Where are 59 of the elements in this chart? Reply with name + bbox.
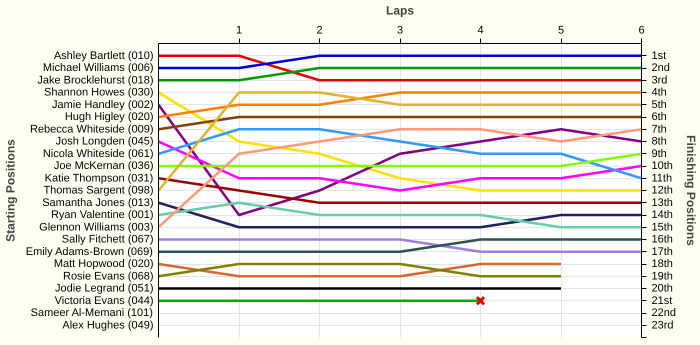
y-tick-label: 15th (652, 221, 673, 234)
series-label: Thomas Sargent (098) (43, 184, 154, 196)
y-tick-label: 13th (652, 196, 673, 209)
series-label: Jodie Legrand (051) (55, 282, 154, 294)
y-tick-label: 21st (652, 294, 672, 307)
series-label: Shannon Howes (030) (44, 86, 154, 98)
y-axis-title: Finishing Positions (684, 135, 698, 246)
x-tick-label: 2 (316, 24, 323, 36)
x-tick-label: 1 (236, 24, 242, 36)
y-tick-label: 20th (652, 282, 673, 294)
x-axis-title: Laps (386, 4, 414, 18)
series-label: Emily Adams-Brown (069) (26, 246, 153, 258)
y-tick-label: 11th (652, 172, 672, 184)
x-tick-label: 3 (396, 24, 404, 36)
y-tick-label: 4th (652, 86, 667, 98)
y-tick-label: 5th (652, 98, 667, 111)
series-label: Rosie Evans (068) (63, 270, 154, 282)
text: Alex Hughes (049) (62, 319, 154, 332)
line-series (158, 140, 642, 192)
series-label: Josh Longden (045) (56, 136, 154, 148)
series-label: Glennon Williams (003) (39, 221, 154, 234)
line-series (158, 91, 642, 192)
series-label: Michael Williams (006) (42, 62, 154, 74)
y-tick-label: 1st (652, 50, 666, 62)
y-tick-label: 12th (652, 184, 673, 196)
text: Sameer Al-Memani (101) (30, 307, 153, 319)
y-tick-label: 23rd (652, 319, 674, 332)
y-tick-label: 18th (652, 258, 673, 270)
y-tick-label: 9th (652, 148, 667, 160)
y-tick-label: 19th (652, 270, 673, 282)
series-label: Ashley Bartlett (010) (54, 50, 154, 62)
x-tick-label: 6 (638, 24, 645, 36)
y-tick-label: 2nd (652, 62, 670, 74)
y-tick-label: 3rd (652, 74, 668, 86)
x-tick-label: 4 (477, 24, 484, 36)
y-tick-label: 14th (652, 209, 673, 221)
series-label: Samantha Jones (013) (42, 196, 154, 209)
y-tick-label: 22nd (652, 307, 676, 319)
series-label: Hugh Higley (020) (64, 111, 154, 123)
y-tick-label: 16th (652, 234, 673, 246)
series-label: Victoria Evans (044) (54, 294, 154, 307)
series-label: Katie Thompson (031) (44, 172, 154, 184)
legend-title: Starting Positions (4, 138, 18, 242)
x-tick-label: 5 (558, 24, 564, 36)
series-label: Ryan Valentine (001) (50, 209, 154, 221)
y-tick-label: 10th (652, 160, 673, 172)
y-tick-label: 17th (652, 246, 673, 258)
line-series (158, 128, 642, 180)
y-tick-label: 7th (652, 123, 667, 136)
series-label: Jake Brocklehurst (018) (37, 74, 154, 86)
series-label: Joe McKernan (036) (54, 160, 154, 172)
y-tick-label: 6th (652, 111, 667, 123)
series-label: Rebecca Whiteside (009) (30, 123, 154, 136)
series-label: Jamie Handley (002) (52, 98, 154, 111)
series-label: Sally Fitchett (067) (62, 234, 154, 246)
series-label: Nicola Whiteside (061) (42, 148, 154, 160)
line-series (158, 128, 642, 228)
y-tick-label: 8th (652, 136, 667, 148)
series-label: Matt Hopwood (020) (54, 258, 154, 270)
